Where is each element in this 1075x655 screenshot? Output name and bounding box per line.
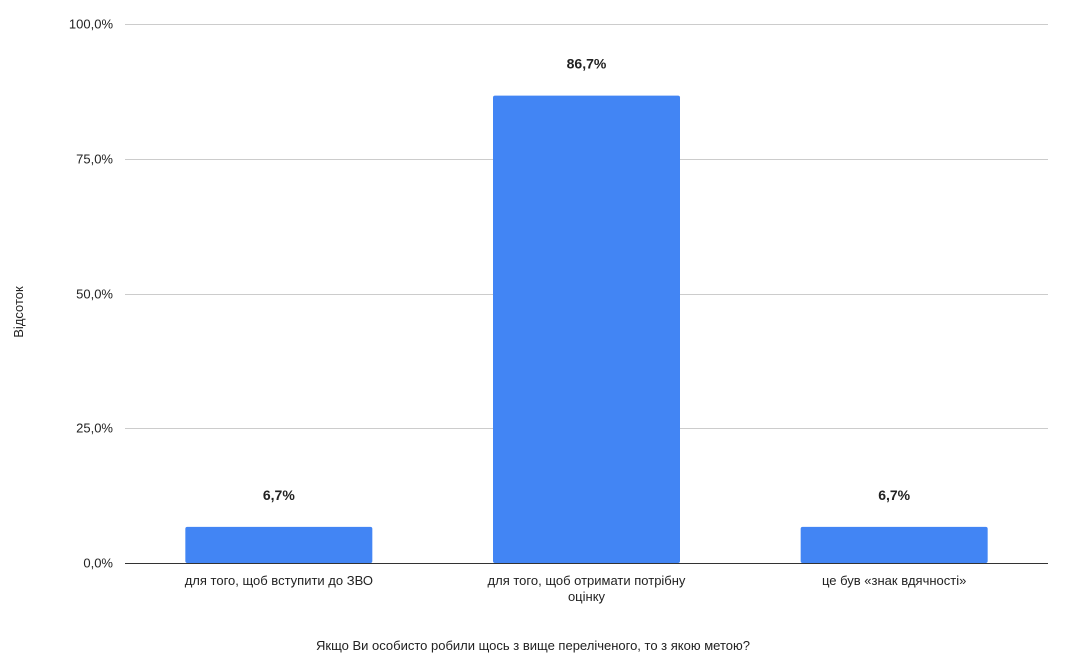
data-label: 6,7% <box>878 487 910 503</box>
y-tick-label: 0,0% <box>83 556 113 571</box>
y-axis-title: Відсоток <box>11 286 26 338</box>
x-axis-categories: для того, щоб вступити до ЗВО для того, щ… <box>185 573 967 604</box>
x-axis-title: Якщо Ви особисто робили щось з вище пере… <box>316 638 750 653</box>
x-category-label: для того, щоб вступити до ЗВО <box>185 573 373 588</box>
bar <box>185 526 373 563</box>
bar <box>493 95 680 563</box>
data-label: 6,7% <box>263 487 295 503</box>
y-tick-label: 100,0% <box>69 17 114 32</box>
bar <box>800 526 988 563</box>
data-labels: 6,7% 86,7% 6,7% <box>263 56 911 503</box>
x-category-label: це був «знак вдячності» <box>822 573 966 588</box>
y-tick-label: 75,0% <box>76 152 113 167</box>
data-label: 86,7% <box>567 56 607 72</box>
y-tick-label: 25,0% <box>76 421 113 436</box>
x-category-label: для того, щоб отримати потрібну оцінку <box>488 573 686 604</box>
bars <box>185 95 988 563</box>
y-axis-ticks: 0,0% 25,0% 50,0% 75,0% 100,0% <box>69 17 114 571</box>
y-tick-label: 50,0% <box>76 287 113 302</box>
